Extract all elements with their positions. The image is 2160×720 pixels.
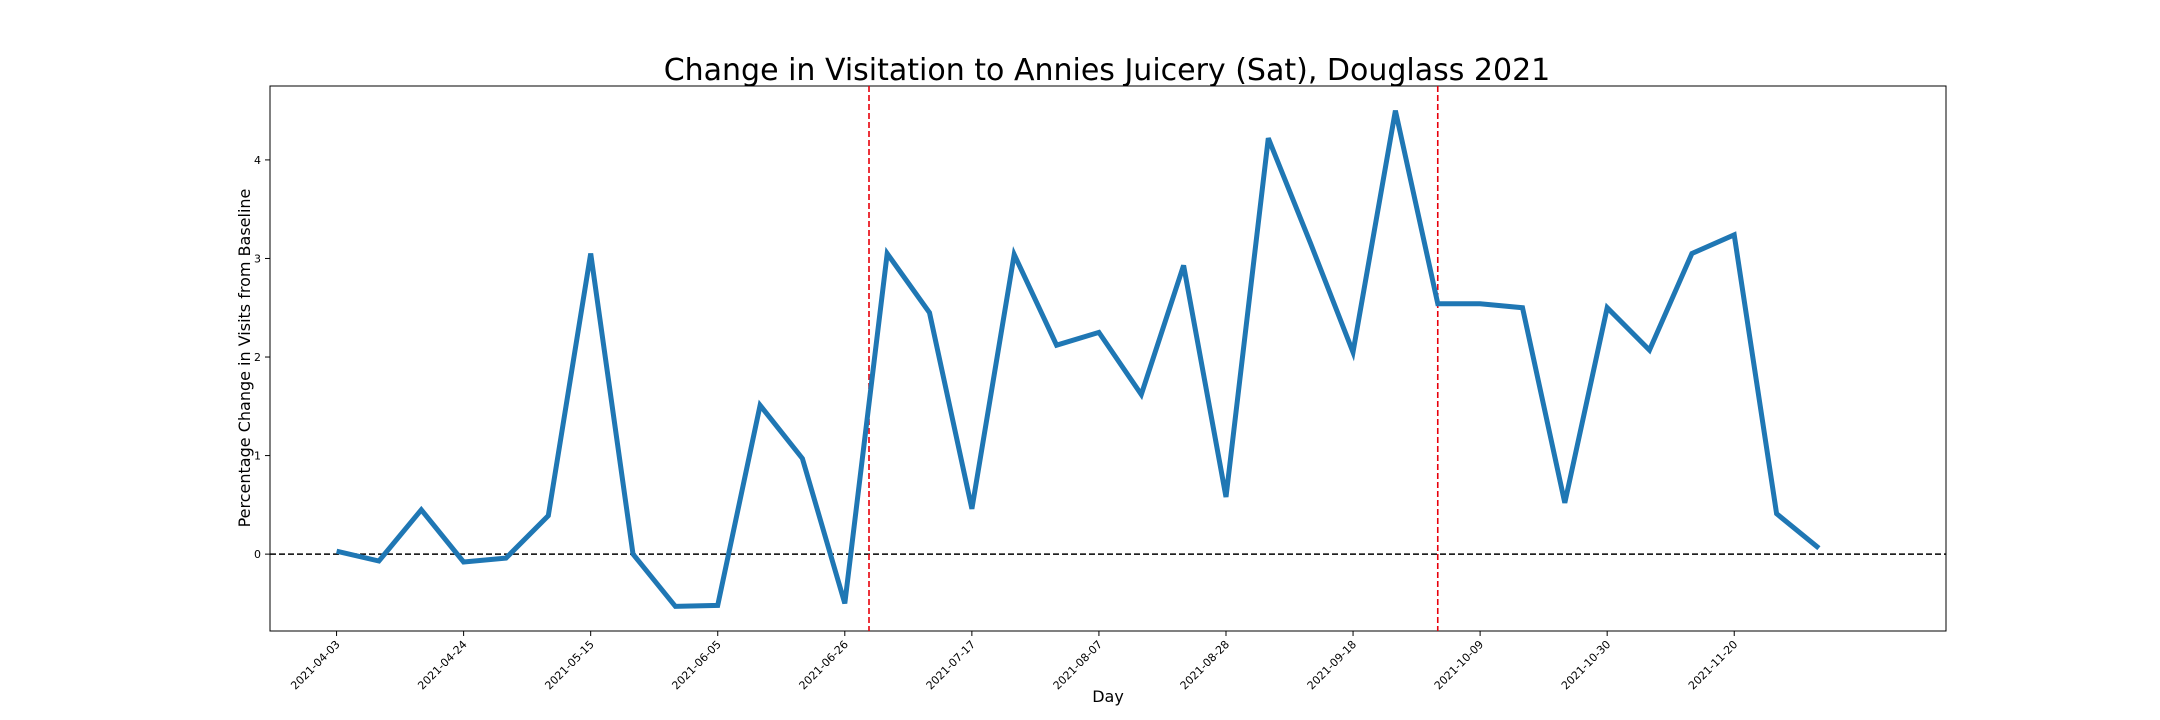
data-point-32: [1689, 251, 1694, 256]
x-tick-label: 2021-10-09: [1432, 638, 1486, 692]
data-point-35: [1816, 546, 1821, 551]
y-tick-label: 4: [254, 154, 261, 167]
data-point-23: [1308, 241, 1313, 246]
x-tick-label: 2021-08-07: [1051, 638, 1105, 692]
y-tick-label: 3: [254, 252, 261, 265]
data-point-29: [1562, 500, 1567, 505]
data-point-11: [800, 456, 805, 461]
data-point-27: [1478, 301, 1483, 306]
x-tick-label: 2021-10-30: [1559, 638, 1613, 692]
x-axis-ticks: 2021-04-03 2021-04-24 2021-05-15 2021-06-05…: [288, 631, 1740, 692]
data-point-12: [842, 601, 847, 606]
data-point-22: [1266, 136, 1271, 141]
x-axis-label: Day: [1092, 687, 1124, 706]
data-point-17: [1054, 343, 1059, 348]
data-point-10: [758, 403, 763, 408]
data-point-4: [503, 556, 508, 561]
data-point-16: [1012, 252, 1017, 257]
x-tick-label: 2021-04-03: [288, 638, 342, 692]
x-tick-label: 2021-09-18: [1305, 638, 1359, 692]
x-tick-label: 2021-08-28: [1178, 638, 1232, 692]
data-point-25: [1393, 108, 1398, 113]
data-point-7: [631, 552, 636, 557]
data-point-18: [1096, 330, 1101, 335]
data-point-9: [715, 603, 720, 608]
data-point-8: [673, 604, 678, 609]
data-point-20: [1181, 263, 1186, 268]
data-point-21: [1223, 494, 1228, 499]
series-layer: [334, 108, 1821, 609]
data-point-34: [1774, 511, 1779, 516]
x-tick-label: 2021-05-15: [542, 638, 596, 692]
plot-area-frame: [269, 85, 1947, 632]
data-point-14: [927, 310, 932, 315]
y-tick-label: 1: [254, 450, 261, 463]
x-tick-label: 2021-04-24: [415, 638, 469, 692]
data-point-31: [1647, 348, 1652, 353]
x-tick-label: 2021-06-05: [669, 638, 723, 692]
data-point-19: [1139, 392, 1144, 397]
x-tick-label: 2021-06-26: [797, 638, 851, 692]
data-point-33: [1732, 232, 1737, 237]
reference-lines: [270, 86, 1946, 631]
data-point-1: [376, 559, 381, 564]
series-line-0: [336, 110, 1821, 609]
data-point-0: [334, 549, 339, 554]
data-point-24: [1351, 350, 1356, 355]
data-point-28: [1520, 305, 1525, 310]
data-point-6: [588, 251, 593, 256]
chart-title: Change in Visitation to Annies Juicery (…: [664, 53, 1551, 88]
data-point-3: [461, 560, 466, 565]
y-tick-label: 0: [254, 548, 261, 561]
y-axis-label: Percentage Change in Visits from Baselin…: [235, 189, 254, 528]
y-tick-label: 2: [254, 351, 261, 364]
data-point-15: [969, 506, 974, 511]
y-axis-ticks: 0 1 2 3 4: [254, 154, 270, 561]
x-tick-label: 2021-07-17: [924, 638, 978, 692]
data-point-2: [419, 507, 424, 512]
data-point-26: [1435, 301, 1440, 306]
data-point-13: [885, 251, 890, 256]
data-point-30: [1605, 305, 1610, 310]
data-point-5: [546, 513, 551, 518]
x-tick-label: 2021-11-20: [1686, 638, 1740, 692]
